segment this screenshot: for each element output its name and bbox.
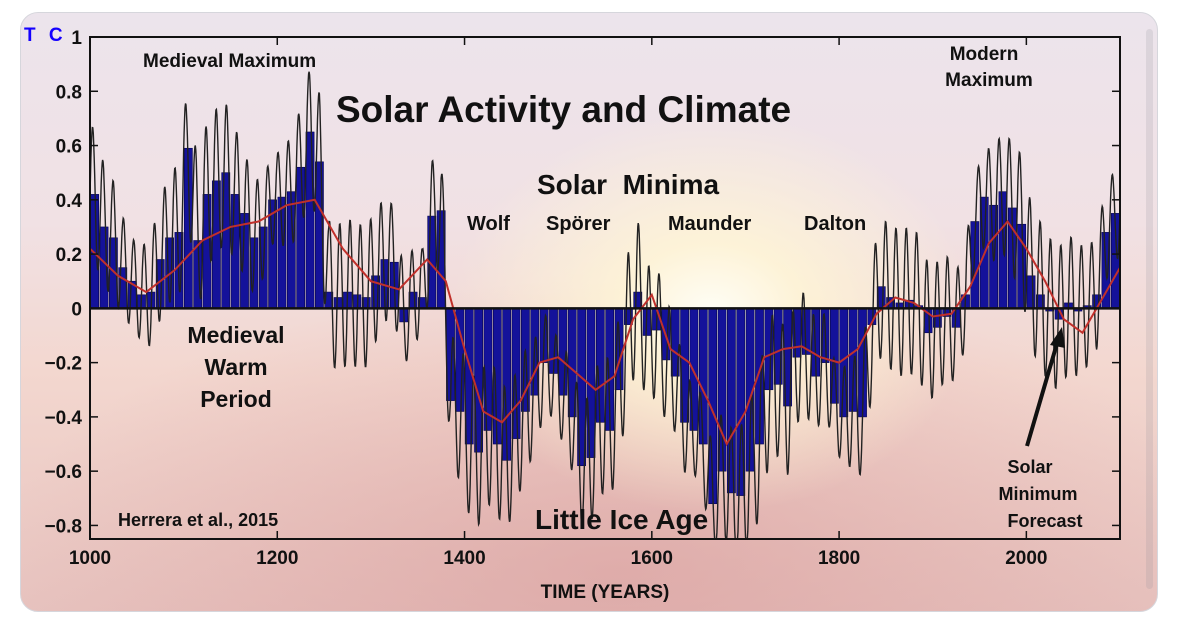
x-tick-label: 1400 xyxy=(443,548,485,569)
bar xyxy=(698,308,708,445)
annotation-forecast-line1: Solar xyxy=(1007,457,1052,477)
bar xyxy=(1026,275,1036,309)
plot-frame xyxy=(89,36,1121,540)
y-tick-label: 0.8 xyxy=(56,82,82,103)
x-tick-label: 1600 xyxy=(631,548,673,569)
scrollbar[interactable] xyxy=(1146,29,1153,589)
bar xyxy=(333,297,343,309)
annotation-modern-maximum-line2: Maximum xyxy=(945,70,1033,91)
bar xyxy=(296,166,306,309)
y-tick-label: −0.6 xyxy=(44,462,82,483)
y-tick-label: 1 xyxy=(71,28,82,49)
y-tick-label: −0.8 xyxy=(44,516,82,537)
watermark-tag: T C xyxy=(24,25,67,46)
annotation-medieval-maximum: Medieval Maximum xyxy=(143,51,316,72)
x-tick-label: 1800 xyxy=(818,548,860,569)
trend-line xyxy=(89,198,1121,447)
annotation-wolf: Wolf xyxy=(467,213,510,235)
bar xyxy=(595,308,605,423)
x-tick-label: 1200 xyxy=(256,548,298,569)
annotation-maunder: Maunder xyxy=(668,213,752,235)
x-axis-label: TIME (YEARS) xyxy=(541,582,670,603)
forecast-arrow-head xyxy=(1050,327,1065,348)
x-tick-label: 2000 xyxy=(1005,548,1047,569)
annotation-solar-minima: Solar Minima xyxy=(537,169,719,200)
bar xyxy=(689,308,699,431)
annotation-medieval-warm-line2: Warm xyxy=(204,354,267,380)
annotation-modern-maximum-line1: Modern xyxy=(950,44,1019,65)
annotation-medieval-warm-line1: Medieval xyxy=(187,322,284,348)
plot-area xyxy=(89,71,1121,540)
forecast-arrow xyxy=(1025,339,1060,447)
y-tick-label: −0.2 xyxy=(44,354,82,375)
y-tick-label: −0.4 xyxy=(44,408,82,429)
y-tick-label: 0.2 xyxy=(56,245,82,266)
y-tick-label: 0.4 xyxy=(56,191,83,212)
solar-cycle-oscillation-line xyxy=(89,71,1121,540)
bar xyxy=(305,131,315,309)
axes: 1 0.8 0.6 0.4 0.2 0 −0.2 −0.4 −0.6 −0.8 1000 1200 14… xyxy=(44,28,1121,569)
annotation-source: Herrera et al., 2015 xyxy=(118,510,278,530)
annotation-dalton: Dalton xyxy=(804,213,866,235)
annotation-forecast-line3: Forecast xyxy=(1007,511,1082,531)
annotation-medieval-warm-line3: Period xyxy=(200,386,272,412)
annotation-little-ice-age: Little Ice Age xyxy=(535,504,708,535)
annotation-sporer: Spörer xyxy=(546,213,611,235)
y-tick-label: 0 xyxy=(71,299,82,320)
annotation-forecast-line2: Minimum xyxy=(999,484,1078,504)
y-tick-label: 0.6 xyxy=(56,137,82,158)
x-tick-label: 1000 xyxy=(69,548,111,569)
chart-title: Solar Activity and Climate xyxy=(336,89,791,130)
